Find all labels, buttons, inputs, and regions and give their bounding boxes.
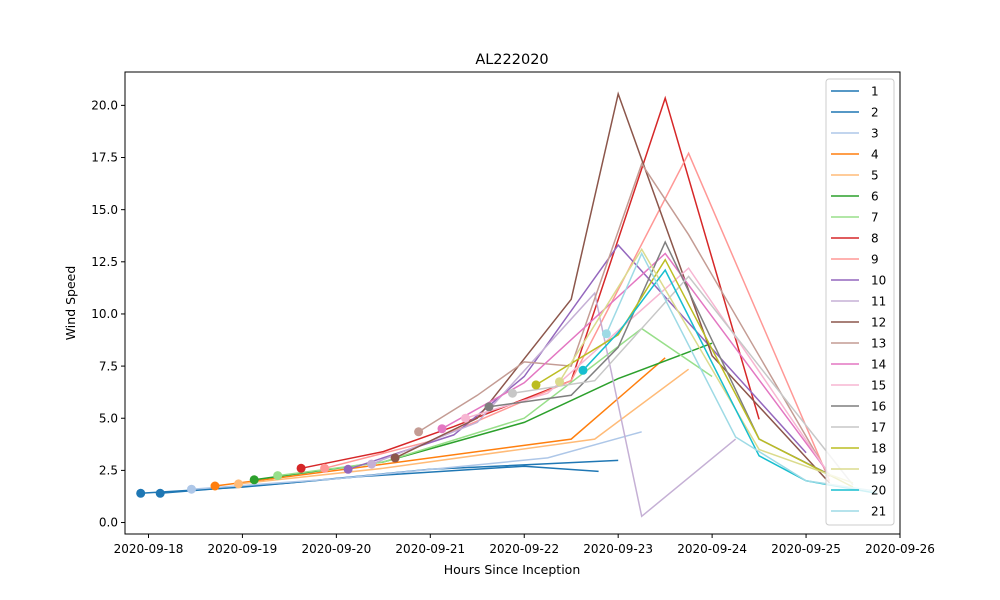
legend-label-10: 10 <box>871 273 886 287</box>
series-marker-2 <box>155 488 165 498</box>
x-tick-label: 2020-09-20 <box>301 542 371 556</box>
x-tick-label: 2020-09-18 <box>114 542 184 556</box>
series-marker-8 <box>296 463 306 473</box>
series-marker-14 <box>437 424 447 434</box>
y-axis-label: Wind Speed <box>63 266 78 341</box>
series-line-15 <box>465 266 831 476</box>
legend-label-3: 3 <box>871 126 879 140</box>
y-tick-label: 10.0 <box>91 307 118 321</box>
legend-label-20: 20 <box>871 483 886 497</box>
x-tick-label: 2020-09-26 <box>865 542 935 556</box>
series-line-19 <box>558 247 854 484</box>
series-line-14 <box>441 252 831 476</box>
legend-label-21: 21 <box>871 504 886 518</box>
x-tick-label: 2020-09-19 <box>208 542 278 556</box>
series-marker-1 <box>136 488 146 498</box>
series-marker-21 <box>601 329 611 339</box>
y-tick-label: 2.5 <box>99 464 118 478</box>
series-marker-7 <box>273 471 283 481</box>
series-line-11 <box>371 291 737 518</box>
legend-label-7: 7 <box>871 210 879 224</box>
x-tick-label: 2020-09-25 <box>771 542 841 556</box>
legend-label-11: 11 <box>871 294 886 308</box>
chart-title: AL222020 <box>475 52 548 68</box>
series-marker-20 <box>578 365 588 375</box>
legend-label-17: 17 <box>871 420 886 434</box>
y-tick-label: 12.5 <box>91 255 118 269</box>
legend-label-12: 12 <box>871 315 886 329</box>
y-tick-label: 17.5 <box>91 151 118 165</box>
series-line-18 <box>535 258 854 488</box>
legend-label-15: 15 <box>871 378 886 392</box>
series-marker-4 <box>210 481 220 491</box>
y-tick-label: 15.0 <box>91 203 118 217</box>
x-tick-label: 2020-09-22 <box>489 542 559 556</box>
y-tick-label: 20.0 <box>91 99 118 113</box>
legend-box <box>825 78 895 526</box>
x-tick-label: 2020-09-23 <box>583 542 653 556</box>
legend-label-2: 2 <box>871 105 879 119</box>
y-axis: 0.0 2.5 5.0 7.5 10.0 12.5 15.0 17.5 20.0 <box>91 99 125 530</box>
series-marker-16 <box>484 402 494 412</box>
legend-label-9: 9 <box>871 252 879 266</box>
series-line-13 <box>418 162 831 477</box>
legend-label-6: 6 <box>871 189 879 203</box>
series-marker-6 <box>249 475 259 485</box>
legend-label-1: 1 <box>871 84 879 98</box>
legend-label-14: 14 <box>871 357 886 371</box>
series-marker-11 <box>367 459 377 469</box>
series-marker-12 <box>390 453 400 463</box>
y-tick-label: 5.0 <box>99 411 118 425</box>
legend-label-8: 8 <box>871 231 879 245</box>
plot-frame <box>124 71 901 535</box>
plot-lines <box>140 91 877 518</box>
y-tick-label: 7.5 <box>99 359 118 373</box>
series-marker-3 <box>187 484 196 494</box>
plot-markers <box>136 329 611 498</box>
series-marker-13 <box>414 427 424 437</box>
series-line-5 <box>238 368 690 485</box>
legend-label-4: 4 <box>871 147 879 161</box>
series-line-17 <box>512 275 854 486</box>
x-axis: 2020-09-18 2020-09-19 2020-09-20 2020-09-21… <box>114 534 935 556</box>
series-marker-5 <box>234 479 243 489</box>
legend-label-18: 18 <box>871 441 886 455</box>
y-tick-label: 0.0 <box>99 516 118 530</box>
series-marker-9 <box>320 463 330 473</box>
series-marker-18 <box>531 380 541 390</box>
series-line-9 <box>324 151 831 482</box>
legend-label-5: 5 <box>871 168 879 182</box>
x-tick-label: 2020-09-21 <box>395 542 465 556</box>
series-marker-17 <box>508 388 517 398</box>
legend-label-19: 19 <box>871 462 886 476</box>
legend-label-16: 16 <box>871 399 886 413</box>
x-axis-label: Hours Since Inception <box>444 562 581 577</box>
x-tick-label: 2020-09-24 <box>677 542 747 556</box>
series-marker-10 <box>343 464 353 474</box>
series-marker-19 <box>555 377 564 387</box>
series-marker-15 <box>461 413 470 423</box>
series-line-3 <box>191 431 642 490</box>
legend-label-13: 13 <box>871 336 886 350</box>
series-line-12 <box>394 91 831 484</box>
